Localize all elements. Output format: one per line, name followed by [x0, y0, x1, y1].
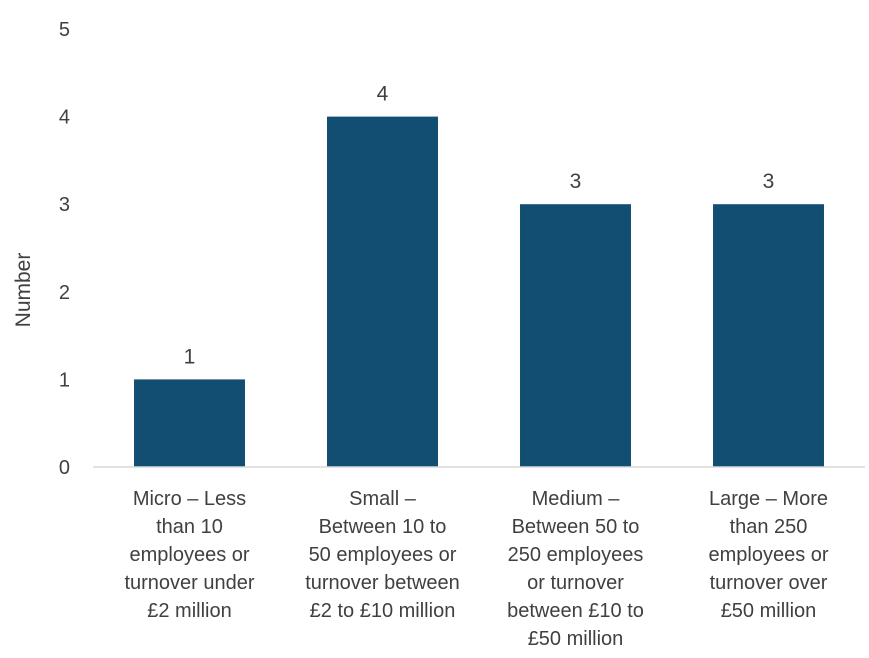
data-label: 3 [570, 170, 582, 193]
bar [327, 116, 438, 467]
category-label-line: or turnover [527, 572, 624, 594]
category-label-line: £50 million [528, 628, 624, 650]
y-tick-label: 3 [59, 194, 70, 216]
bar [520, 204, 631, 467]
category-label-line: 50 employees or [309, 544, 457, 566]
category-label-line: Micro – Less [133, 488, 246, 510]
y-tick-label: 2 [59, 282, 70, 304]
y-tick-label: 1 [59, 369, 70, 391]
category-label-line: than 250 [730, 516, 808, 538]
category-label-line: Between 10 to [319, 516, 447, 538]
category-label-line: employees or [129, 544, 249, 566]
category-label-line: employees or [708, 544, 828, 566]
category-label-line: turnover over [710, 572, 828, 594]
category-label-line: than 10 [156, 516, 223, 538]
data-labels: 1 4 3 3 [184, 83, 775, 369]
category-label-line: turnover between [305, 572, 460, 594]
category-label-line: Medium – [532, 488, 621, 510]
bar [713, 204, 824, 467]
category-label-line: between £10 to [507, 600, 644, 622]
category-label-line: Large – More [709, 488, 828, 510]
category-label: Medium – Between 50 to 250 employees or tur… [507, 488, 644, 650]
y-tick-label: 0 [59, 457, 70, 479]
data-label: 3 [763, 170, 775, 193]
y-tick-label: 5 [59, 19, 70, 41]
category-label: Micro – Less than 10 employees or turnover … [124, 488, 254, 622]
category-labels: Micro – Less than 10 employees or turnover … [124, 488, 828, 650]
y-axis-label: Number [12, 253, 35, 328]
y-tick-label: 4 [59, 107, 70, 129]
category-label: Small – Between 10 to 50 employees or turno… [305, 488, 460, 622]
category-label-line: Small – [349, 488, 417, 510]
y-axis-ticks: 0 1 2 3 4 5 [59, 19, 70, 479]
category-label-line: Between 50 to [512, 516, 640, 538]
data-label: 4 [377, 83, 389, 106]
category-label-line: £2 million [147, 600, 231, 622]
category-label: Large – More than 250 employees or turnover… [708, 488, 828, 622]
category-label-line: 250 employees [508, 544, 644, 566]
bars [134, 116, 824, 467]
category-label-line: £50 million [721, 600, 817, 622]
category-label-line: turnover under [124, 572, 254, 594]
data-label: 1 [184, 345, 196, 368]
category-label-line: £2 to £10 million [310, 600, 456, 622]
bar [134, 379, 245, 467]
